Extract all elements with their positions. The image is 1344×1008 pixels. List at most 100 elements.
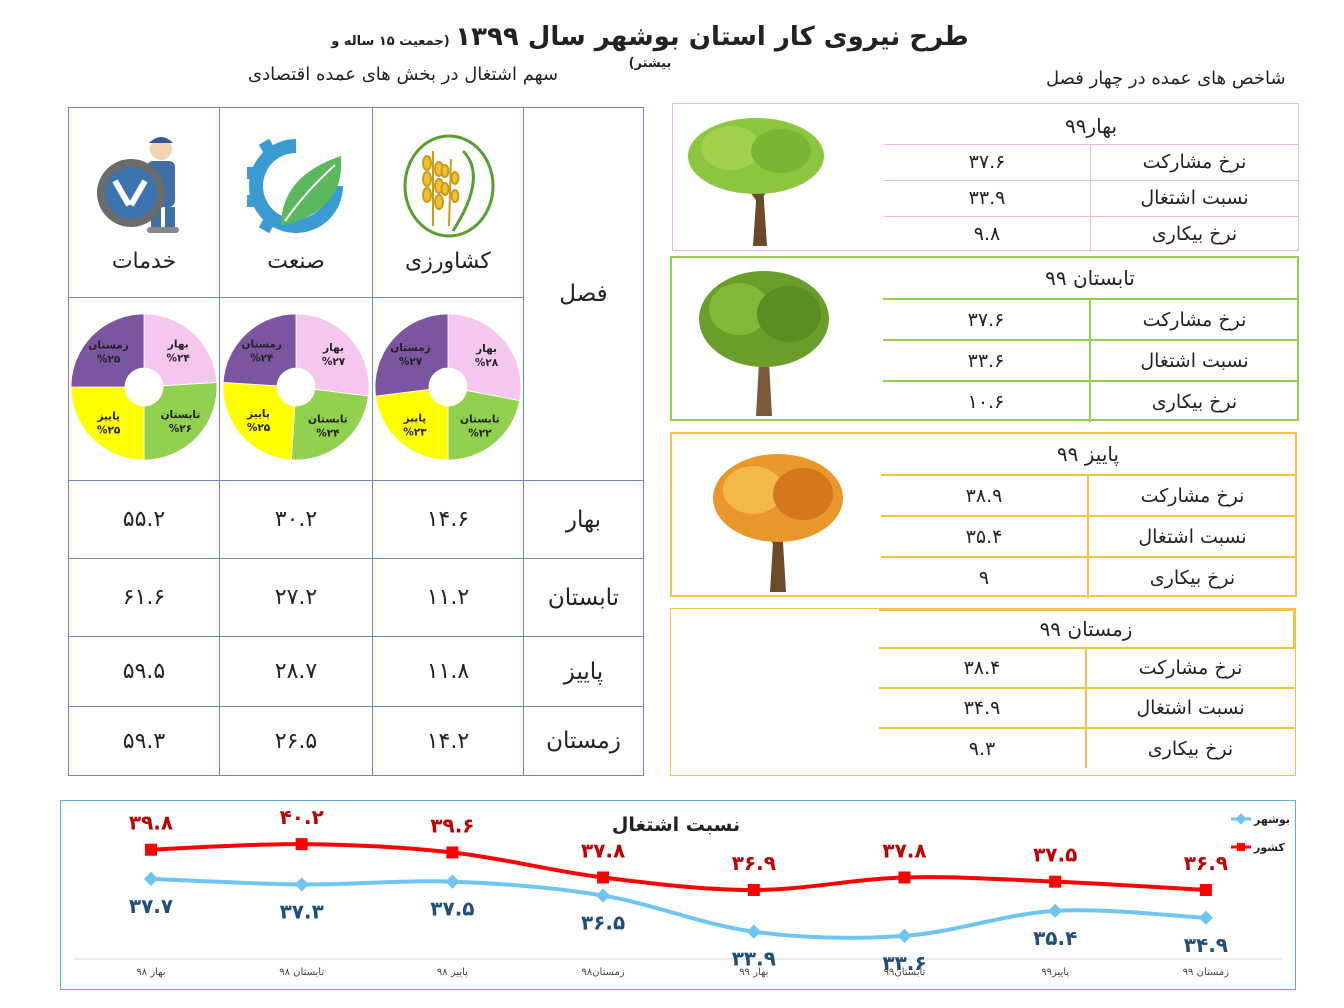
indicator-value: ۳۸.۴ [879,648,1087,689]
employment-ratio-chart-frame: نسبت اشتغال بوشهر کشور ۳۷.۷ ۳۷.۳ ۳۷.۵ ۳۶.۵ ۳… [60,800,1296,990]
donut-slice-label: بهار [322,342,344,354]
data-label: ۳۳.۹ [732,947,776,971]
series-point [295,838,308,851]
indicator-value: ۳۳.۹ [884,180,1091,217]
data-label: ۳۶.۹ [732,851,776,875]
series-line-0 [150,876,1206,940]
series-point [445,874,460,889]
donut-chart-services: بهار %۲۴ تابستان %۲۶ پاییز %۲۵ زمستان %۲۵ [70,313,218,461]
indicator-value: ۱۰.۶ [883,381,1091,422]
indicator-value: ۳۳.۶ [883,340,1091,382]
series-point [597,871,610,884]
autumn-indicator-table: پاییز ۹۹ نرخ مشارکت ۳۸.۹ نسبت اشتغال ۳۵.۴ … [881,434,1297,598]
sector-label-industry: صنعت [267,249,325,274]
autumn-title: پاییز ۹۹ [881,434,1297,476]
donut-slice-label: بهار [475,343,497,355]
donut-slice-0 [295,313,370,397]
indicator-value: ۳۸.۹ [881,475,1089,517]
sector-header-agriculture: کشاورزی [371,107,524,298]
donut-chart-industry: بهار %۲۷ تابستان %۲۴ پاییز %۲۵ زمستان %۲۴ [222,313,370,461]
spring-indicator-box: بهار۹۹ نرخ مشارکت ۳۷.۶ نسبت اشتغال ۳۳.۹ نر… [672,103,1299,252]
series-point [897,928,912,943]
row-season-label: پاییز [522,636,645,707]
table-cell: ۲۶.۵ [219,706,373,776]
donut-slice-label: پاییز [246,408,270,420]
data-label: ۳۷.۵ [1033,843,1077,867]
series-point [747,884,760,896]
donut-cell-services: بهار %۲۴ تابستان %۲۶ پاییز %۲۵ زمستان %۲۵ [67,297,221,481]
table-cell: ۵۹.۳ [67,706,221,776]
donut-slice-value: %۲۵ [247,422,271,434]
legend-label-country: کشور [1253,841,1285,854]
table-cell: ۱۴.۶ [371,480,524,559]
main-title: طرح نیروی کار استان بوشهر سال ۱۳۹۹ [455,22,969,52]
table-cell: ۲۸.۷ [219,636,373,707]
donut-slice-3 [70,313,145,388]
legend-label-bushehr: بوشهر [1253,813,1290,826]
winter-title: زمستان ۹۹ [879,609,1295,649]
data-label: ۳۶.۵ [581,911,625,935]
x-tick-label: پاییز۹۹ [1041,967,1069,978]
indicator-label: نرخ مشارکت [1090,144,1298,181]
donut-slice-value: %۲۷ [399,356,423,368]
indicator-value: ۳۵.۴ [881,516,1089,558]
legend-marker-bushehr [1235,813,1247,825]
series-point [898,871,911,884]
donut-slice-label: بهار [167,339,189,351]
data-label: ۳۷.۸ [882,838,926,862]
indicator-value: ۹ [881,557,1089,598]
donut-slice-value: %۲۵ [97,424,121,436]
season-header: فصل [559,281,608,307]
employment-ratio-line-chart: نسبت اشتغال بوشهر کشور ۳۷.۷ ۳۷.۳ ۳۷.۵ ۳۶.۵ ۳… [75,805,1290,978]
donut-slice-value: %۲۴ [250,353,274,365]
data-label: ۳۷.۸ [581,838,625,862]
donut-cell-agriculture: بهار %۲۸ تابستان %۲۲ پاییز %۲۳ زمستان %۲۷ [371,297,524,481]
data-label: ۳۹.۶ [430,813,474,837]
autumn-indicator-box: پاییز ۹۹ نرخ مشارکت ۳۸.۹ نسبت اشتغال ۳۵.۴ … [670,432,1297,598]
sector-label-agriculture: کشاورزی [405,249,491,274]
series-point [596,888,611,903]
donut-slice-value: %۲۶ [169,423,192,435]
series-point [446,846,459,859]
donut-slice-value: %۲۴ [316,428,340,440]
legend-marker-country [1237,843,1245,851]
indicator-label: نرخ مشارکت [1087,475,1296,517]
donut-slice-label: تابستان [161,409,201,421]
chart-title: نسبت اشتغال [612,814,740,836]
summer-indicator-box: تابستان ۹۹ نرخ مشارکت ۳۷.۶ نسبت اشتغال ۳۳.… [670,256,1299,422]
donut-slice-0 [447,313,522,402]
agriculture-icon [403,134,495,238]
services-icon [97,137,179,233]
table-cell: ۱۱.۲ [371,558,524,637]
indicator-label: نرخ بیکاری [1089,381,1298,422]
row-season-label: زمستان [522,706,645,776]
data-label: ۳۷.۷ [129,894,173,918]
donut-slice-2 [222,381,296,461]
x-tick-label: بهار ۹۸ [136,967,165,978]
indicator-label: نرخ مشارکت [1089,299,1298,341]
donut-slice-label: زمستان [242,339,282,351]
donut-slice-label: زمستان [390,342,430,354]
donut-slice-2 [70,386,145,461]
indicator-value: ۹.۳ [879,728,1087,768]
indicator-label: نرخ بیکاری [1090,216,1298,252]
season-header-cell: فصل [522,107,645,481]
series-point [1198,910,1213,925]
x-tick-label: تابستان ۹۸ [279,967,324,978]
x-tick-label: بهار ۹۹ [739,967,768,978]
indicator-label: نسبت اشتغال [1087,516,1296,558]
table-cell: ۵۵.۲ [67,480,221,559]
series-point [294,877,309,892]
chart-legend: بوشهر کشور [1231,813,1290,854]
indicator-value: ۳۴.۹ [879,688,1087,729]
table-cell: ۳۰.۲ [219,480,373,559]
donut-slice-1 [447,390,521,461]
series-point [1049,875,1062,888]
series-point [145,843,157,856]
table-cell: ۵۹.۵ [67,636,221,707]
sector-header-services: خدمات [67,107,221,298]
data-label: ۳۷.۵ [430,897,474,921]
data-label: ۴۰.۲ [280,805,324,829]
table-cell: ۱۴.۲ [371,706,524,776]
donut-slice-3 [374,313,449,397]
